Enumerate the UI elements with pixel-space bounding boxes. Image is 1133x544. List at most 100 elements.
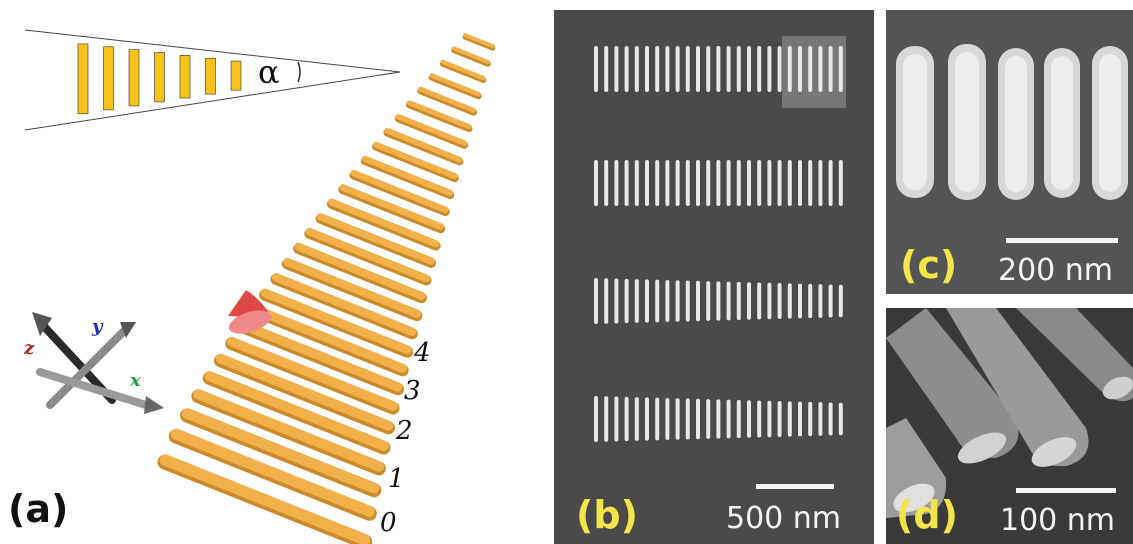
sem-rod [594,160,598,206]
rod [451,46,491,65]
sem-rod [736,281,741,321]
sem-rod [828,284,833,318]
sem-rod [798,46,802,92]
sem-rod [787,160,792,206]
sem-rod [767,46,772,92]
schematic-bar [103,46,114,111]
rod-index-0: 0 [380,508,397,538]
sem-rod [706,399,711,439]
rod [193,389,385,472]
sem-rod [696,280,700,322]
rod [260,288,412,355]
scale-text-d: 100 nm [1000,503,1116,538]
sem-rod [614,396,619,442]
schematic-bar [154,52,165,103]
sem-rows [594,46,843,442]
angle-alpha-label: α [258,53,280,91]
rod-index-4: 4 [414,338,431,368]
sem-rod [767,400,772,438]
sem-rod [747,160,751,206]
rod [204,371,389,451]
sem-rod [604,46,609,92]
sem-rod [645,46,649,92]
sem-rod [624,160,629,206]
sem-rod [798,401,802,437]
rod [305,227,431,283]
rod [181,408,380,494]
rod [384,127,463,163]
sem-rod-rows-image [594,36,846,442]
sem-rod [838,402,843,436]
sem-rod [594,46,598,92]
schematic-bar [128,49,140,107]
rod-index-3: 3 [404,376,421,406]
rod [361,155,454,197]
rod [170,428,375,517]
sem-rod [828,46,833,92]
sem-rod [736,399,741,439]
sem-rod [757,400,762,438]
rod [339,184,445,231]
rod [440,59,486,81]
rod [294,242,426,300]
sem-zoom-rods-image [896,44,1128,200]
wedge-bottom-line [24,71,401,131]
sem-row [594,160,843,206]
rod [249,304,408,373]
rods-group [157,33,496,544]
sem-rod [645,160,649,206]
sem-rod [655,46,660,92]
wedge-top-line [24,29,401,73]
sem-rod [706,281,711,321]
sem-rod [716,281,721,321]
sem-rod [716,399,721,439]
rod [418,86,477,113]
rod [463,33,495,49]
sem-rod [716,160,721,206]
scale-text-c: 200 nm [998,253,1114,288]
sem-rod [655,279,660,323]
rod-index-1: 1 [388,464,405,494]
sem-rod [594,278,598,324]
axis-y-label: y [92,316,103,337]
sem-rod [665,279,670,323]
sem-rod [838,284,843,318]
rod [271,273,417,336]
rod [350,169,449,213]
sem-rod [757,160,762,206]
rod [429,73,481,97]
sem-rod [757,282,762,320]
panel-d-sem-tilted: 100 nm (d) [886,308,1133,544]
sem-tilted-rods-image [886,308,1133,518]
sem-rod [685,280,690,322]
rod [215,353,394,431]
panel-a-rod-array-illustration: α z y x 4 3 2 1 0 (a) [0,0,545,544]
sem-rod [604,160,609,206]
sem-rod [675,160,680,206]
sem-rod [675,398,680,440]
sem-rod [696,46,700,92]
rod [159,454,371,544]
schematic-bar [179,55,191,99]
sem-rod [726,399,731,439]
sem-rod [624,46,629,92]
panel-label-b: (b) [576,493,638,537]
rod [316,213,435,265]
sem-rod [777,401,782,437]
sem-rod [736,160,741,206]
sem-rod [777,160,782,206]
sem-rod [747,46,751,92]
schematic-bars [77,43,242,115]
sem-rod [634,46,639,92]
sem-rod [818,46,823,92]
sem-rod [808,46,813,92]
sem-rod [665,160,670,206]
axis-x-label: x [130,370,141,391]
sem-rod [808,401,813,437]
sem-rod [838,46,843,92]
sem-rod [716,46,721,92]
sem-rod [706,160,711,206]
sem-rod [685,160,690,206]
zoomed-rods [896,44,1128,200]
panel-label-d: (d) [896,493,958,537]
